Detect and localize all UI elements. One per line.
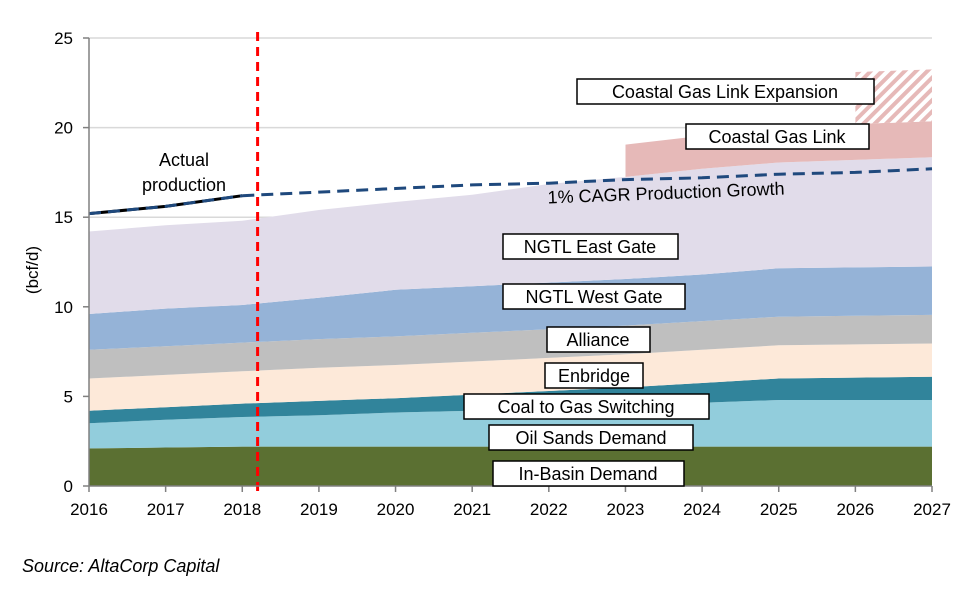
y-tick-label-20: 20 — [54, 119, 73, 138]
x-tick-label-2018: 2018 — [223, 500, 261, 519]
y-axis-label: (bcf/d) — [23, 246, 42, 294]
x-tick-label-2027: 2027 — [913, 500, 951, 519]
label-enbridge: Enbridge — [544, 362, 644, 389]
label-east-gate-text: NGTL East Gate — [524, 237, 656, 257]
line-1-cagr-production-growth — [242, 167, 933, 198]
label-alliance-text: Alliance — [566, 330, 629, 350]
x-tick-label-2024: 2024 — [683, 500, 721, 519]
label-coal-to-gas: Coal to Gas Switching — [463, 393, 710, 420]
actual-production-label-line2: production — [142, 175, 226, 195]
area-oil-sands-demand — [89, 400, 932, 449]
x-tick-label-2017: 2017 — [147, 500, 185, 519]
label-cgl-text: Coastal Gas Link — [708, 127, 846, 147]
y-tick-label-15: 15 — [54, 208, 73, 227]
x-tick-label-2022: 2022 — [530, 500, 568, 519]
label-oil-sands: Oil Sands Demand — [488, 424, 694, 451]
label-in-basin-text: In-Basin Demand — [518, 464, 657, 484]
label-alliance: Alliance — [546, 326, 651, 353]
label-cgl-expansion: Coastal Gas Link Expansion — [576, 78, 875, 105]
source-note: Source: AltaCorp Capital — [22, 556, 220, 576]
label-oil-sands-text: Oil Sands Demand — [515, 428, 666, 448]
line-actual-production-overlay — [88, 194, 243, 216]
label-in-basin: In-Basin Demand — [492, 460, 685, 487]
x-tick-label-2021: 2021 — [453, 500, 491, 519]
y-tick-label-5: 5 — [64, 387, 73, 406]
label-enbridge-text: Enbridge — [558, 366, 630, 386]
label-cgl-expansion-text: Coastal Gas Link Expansion — [612, 82, 838, 102]
production-lines — [88, 32, 933, 491]
label-west-gate-text: NGTL West Gate — [525, 287, 662, 307]
x-tick-label-2020: 2020 — [377, 500, 415, 519]
label-west-gate: NGTL West Gate — [502, 283, 686, 310]
y-tick-label-0: 0 — [64, 477, 73, 496]
x-tick-label-2016: 2016 — [70, 500, 108, 519]
y-tick-label-25: 25 — [54, 29, 73, 48]
x-tick-label-2019: 2019 — [300, 500, 338, 519]
label-east-gate: NGTL East Gate — [502, 233, 679, 260]
x-tick-label-2025: 2025 — [760, 500, 798, 519]
x-tick-label-2026: 2026 — [836, 500, 874, 519]
label-coal-to-gas-text: Coal to Gas Switching — [497, 397, 674, 417]
y-tick-label-10: 10 — [54, 298, 73, 317]
label-cgl: Coastal Gas Link — [685, 123, 870, 150]
area-alliance — [89, 314, 932, 379]
area-enbridge — [89, 343, 932, 411]
actual-production-label-line1: Actual — [159, 150, 209, 170]
x-tick-label-2023: 2023 — [607, 500, 645, 519]
